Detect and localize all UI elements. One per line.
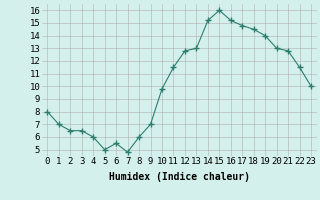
X-axis label: Humidex (Indice chaleur): Humidex (Indice chaleur) [109,172,250,182]
